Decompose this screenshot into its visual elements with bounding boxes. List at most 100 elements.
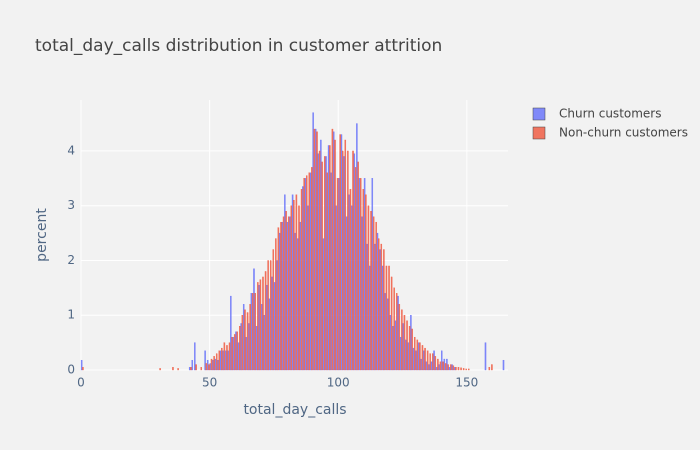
bar [363, 178, 366, 371]
bar [329, 145, 331, 371]
bar [417, 342, 420, 371]
bar [278, 232, 281, 371]
bar [299, 221, 302, 371]
bar [212, 359, 214, 371]
bar [335, 205, 338, 371]
bar [322, 238, 325, 371]
bar [460, 367, 462, 371]
bar [441, 350, 443, 371]
bar [172, 367, 174, 371]
bar [190, 367, 192, 371]
bar [340, 134, 343, 371]
bar [298, 205, 300, 371]
bar [248, 323, 250, 371]
bar [455, 367, 457, 371]
bar [275, 238, 277, 371]
bar [366, 243, 368, 371]
bar [331, 128, 334, 371]
bar [262, 276, 264, 371]
bar [291, 194, 294, 371]
bar [253, 268, 255, 371]
bar [305, 175, 308, 371]
bar [272, 249, 275, 371]
bar [423, 350, 425, 371]
bar [257, 282, 259, 371]
bar [271, 276, 273, 371]
y-tick-label: 3 [67, 198, 75, 212]
bar [347, 150, 349, 371]
bar [362, 189, 365, 371]
bar [425, 361, 428, 371]
bar [242, 304, 245, 371]
bar [80, 359, 83, 371]
bar [344, 139, 347, 371]
bar [439, 361, 442, 371]
bar [448, 367, 451, 371]
bar [285, 211, 287, 371]
bar [281, 221, 284, 371]
bar [312, 112, 314, 371]
bar [434, 356, 437, 371]
bar [389, 315, 392, 371]
bar [195, 364, 197, 371]
bar [204, 350, 206, 371]
bar [334, 139, 336, 371]
bar [356, 123, 358, 371]
bar [317, 153, 320, 371]
bar [401, 309, 403, 371]
y-tick-label: 2 [67, 253, 75, 267]
bar [457, 367, 460, 371]
bar [484, 342, 487, 371]
bar [450, 364, 452, 371]
bar [213, 356, 215, 371]
bar [336, 178, 339, 371]
bar [398, 304, 401, 371]
legend-label: Churn customers [559, 107, 662, 121]
bar [352, 150, 354, 371]
bar [394, 320, 397, 371]
bar [268, 298, 271, 371]
bar [438, 364, 440, 371]
bar [378, 238, 380, 371]
bar [251, 293, 254, 371]
bar [200, 367, 202, 371]
bar [327, 145, 330, 371]
bar [411, 328, 413, 371]
legend-swatch [532, 107, 546, 121]
bar [320, 139, 322, 371]
bar [383, 249, 385, 371]
bar [412, 347, 415, 371]
bar [244, 309, 246, 371]
bar [258, 284, 260, 371]
bar [419, 342, 421, 371]
bar [392, 326, 394, 371]
chart-title: total_day_calls distribution in customer… [35, 36, 442, 56]
bar [424, 347, 426, 371]
bar [375, 221, 377, 371]
bar [370, 211, 372, 371]
bar [294, 232, 296, 371]
bar [222, 350, 224, 371]
bar [313, 128, 316, 371]
bar [358, 178, 361, 371]
bar [269, 260, 272, 371]
bar [255, 326, 258, 371]
bar [451, 364, 453, 371]
bar [215, 353, 218, 371]
bar [177, 368, 179, 371]
bar [210, 358, 213, 371]
bar [462, 368, 465, 371]
bar [442, 361, 444, 371]
bar [342, 150, 344, 371]
bar [414, 336, 416, 371]
bar [237, 342, 240, 371]
bar [343, 156, 345, 371]
bar [316, 131, 318, 371]
x-tick-label: 100 [327, 376, 350, 390]
bar [374, 243, 376, 371]
bar [287, 216, 290, 371]
bar [408, 326, 411, 371]
bar [385, 265, 388, 371]
bar [231, 336, 233, 371]
